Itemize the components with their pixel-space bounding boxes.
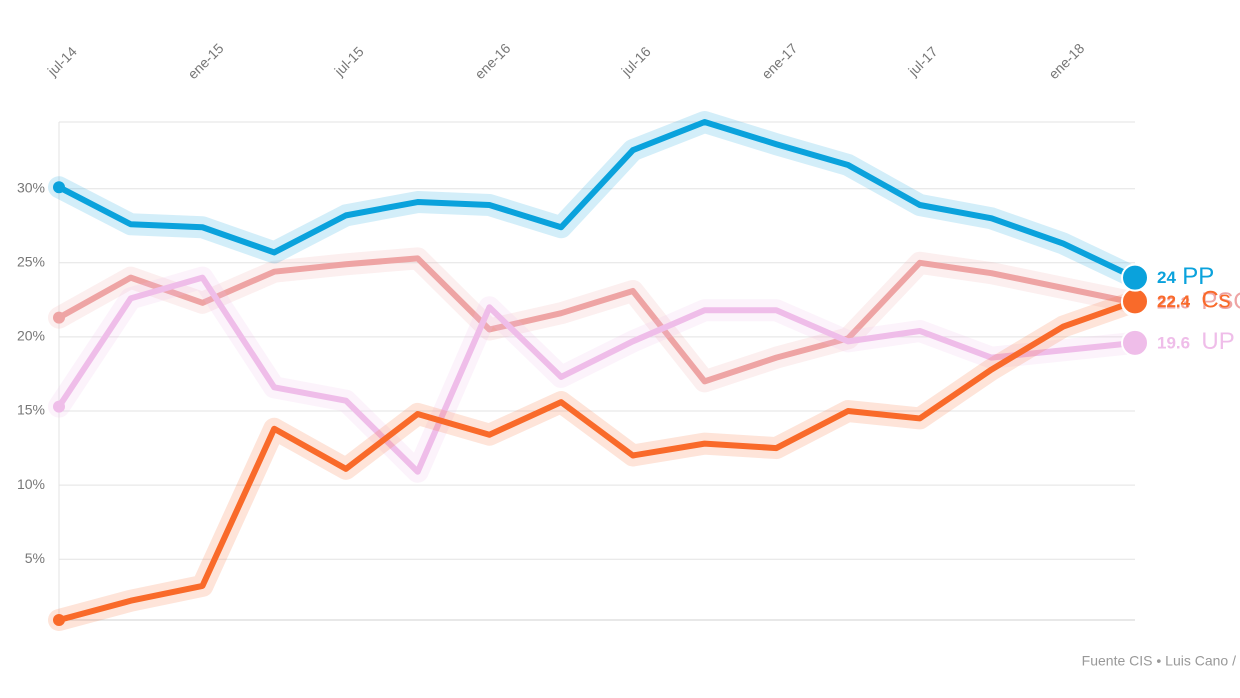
end-dot (1121, 328, 1149, 357)
start-dot (53, 614, 65, 626)
end-value: 19.6 (1157, 333, 1190, 352)
y-tick-label: 5% (25, 550, 45, 566)
x-tick-label: jul-15 (331, 43, 367, 79)
source: Fuente CIS • Luis Cano / (1082, 653, 1236, 669)
y-tick-label: 30% (17, 179, 45, 195)
end-value: 22.3 (1157, 293, 1190, 312)
start-dot (53, 400, 65, 413)
x-tick-label: jul-14 (44, 43, 80, 79)
legend-label: UP (1201, 328, 1234, 355)
end-dot (1121, 287, 1149, 316)
x-tick-label: ene-17 (758, 40, 800, 82)
line-glow (48, 111, 1146, 289)
legend-label: PP (1182, 263, 1214, 290)
x-tick-label: jul-17 (904, 43, 940, 79)
y-tick-label: 15% (17, 402, 45, 418)
end-dot (1121, 263, 1149, 292)
y-tick-label: 25% (17, 254, 45, 270)
line (56, 274, 1138, 475)
x-tick-label: jul-16 (617, 43, 653, 79)
y-tick-label: 10% (17, 476, 45, 492)
x-tick-label: ene-15 (184, 40, 226, 82)
line (56, 119, 1138, 281)
end-value: 24 (1157, 268, 1176, 287)
legend-label: PSOE (1201, 288, 1240, 315)
y-tick-label: 20% (17, 328, 45, 344)
end-value: 22.4 (1157, 292, 1191, 311)
line (56, 255, 1138, 385)
x-tick-label: ene-16 (471, 40, 513, 82)
legend-label: Cs (1201, 287, 1230, 314)
start-dot (53, 181, 65, 194)
line (56, 298, 1138, 623)
start-dot (53, 311, 65, 324)
x-tick-label: ene-18 (1045, 40, 1087, 82)
